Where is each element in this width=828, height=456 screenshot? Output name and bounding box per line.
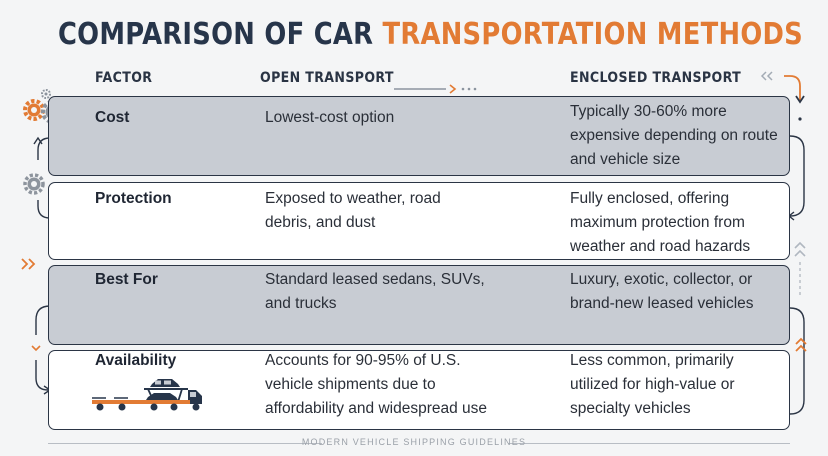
title-part-1: COMPARISON OF CAR (57, 17, 374, 52)
header-open-transport: OPEN TRANSPORT (260, 70, 394, 86)
row-open-value: Lowest-cost option (265, 109, 395, 126)
row-enclosed-value: Typically 30-60% more expensive dependin… (570, 103, 778, 168)
title-part-2: TRANSPORTATION METHODS (382, 17, 804, 52)
flow-arrow-icon (760, 71, 805, 121)
gear-icon (23, 173, 45, 195)
row-open-value: Accounts for 90-95% of U.S. vehicle ship… (265, 352, 488, 417)
row-factor: Protection (95, 190, 172, 207)
table-row-cost: Cost Lowest-cost option Typically 30-60%… (48, 96, 790, 176)
row-enclosed-value: Fully enclosed, offering maximum protect… (570, 190, 751, 255)
row-enclosed-value: Luxury, exotic, collector, or brand-new … (570, 271, 754, 312)
footer-divider (508, 443, 790, 444)
row-factor: Availability (95, 352, 177, 369)
header-factor: FACTOR (95, 70, 153, 86)
header-enclosed-transport: ENCLOSED TRANSPORT (570, 70, 742, 86)
row-factor: Best For (95, 271, 158, 288)
right-connector-icon (787, 135, 807, 415)
table-row-protection: Protection Exposed to weather, road debr… (48, 182, 790, 260)
footer-caption: MODERN VEHICLE SHIPPING GUIDELINES (301, 437, 527, 447)
row-factor: Cost (95, 109, 130, 126)
header-arrow-icon (394, 84, 477, 94)
page-title: COMPARISON OF CAR TRANSPORTATION METHODS (57, 16, 803, 54)
footer-divider (48, 443, 322, 444)
left-connector-icon (21, 136, 52, 395)
row-open-value: Standard leased sedans, SUVs, and trucks (265, 271, 485, 312)
row-open-value: Exposed to weather, road debris, and dus… (265, 190, 441, 231)
table-row-best-for: Best For Standard leased sedans, SUVs, a… (48, 265, 790, 345)
row-enclosed-value: Less common, primarily utilized for high… (570, 352, 735, 417)
car-carrier-truck-icon (92, 379, 202, 411)
